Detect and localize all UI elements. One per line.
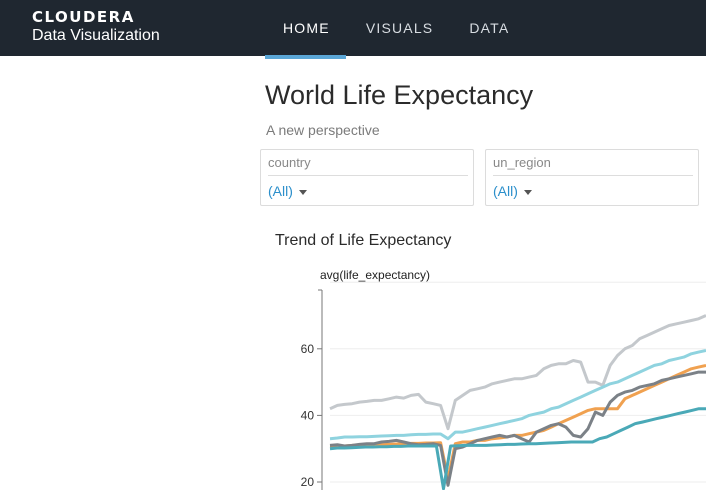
brand-logo[interactable]: CLOUDERA Data Visualization [32,9,160,46]
series-line-4[interactable] [329,370,706,487]
un-region-filter: un_region (All) [485,149,699,206]
select-value: (All) [493,183,518,199]
series-line-1[interactable] [329,314,706,431]
nav-tab-home[interactable]: HOME [283,20,330,36]
nav-tab-data[interactable]: DATA [469,20,510,36]
page-subtitle: A new perspective [266,122,380,138]
country-select[interactable]: (All) [268,183,307,199]
y-axis: 20 40 60 [301,289,323,490]
caret-down-icon [523,189,532,195]
main-nav: HOME VISUALS DATA [265,0,527,56]
caret-down-icon [298,189,307,195]
un-region-select[interactable]: (All) [493,183,532,199]
active-tab-indicator [265,55,346,59]
filter-label: un_region [493,155,693,176]
series-line-2[interactable] [329,349,706,441]
series-line-5[interactable] [329,407,706,490]
y-tick-label: 40 [301,408,315,422]
product-name: Data Visualization [32,27,160,44]
select-value: (All) [268,183,293,199]
y-tick-label: 20 [301,475,315,489]
top-navbar: CLOUDERA Data Visualization HOME VISUALS… [0,0,706,56]
chart-title: Trend of Life Expectancy [275,232,452,249]
y-tick-label: 60 [301,342,315,356]
brand-wordmark: CLOUDERA [32,8,135,26]
grid-lines [330,281,706,483]
series-line-3[interactable] [329,363,706,481]
nav-tab-visuals[interactable]: VISUALS [365,20,434,36]
series-lines [329,314,706,490]
y-axis-label: avg(life_expectancy) [320,268,431,282]
filter-label: country [268,155,468,176]
country-filter: country (All) [260,149,474,206]
page-title: World Life Expectancy [265,80,534,110]
